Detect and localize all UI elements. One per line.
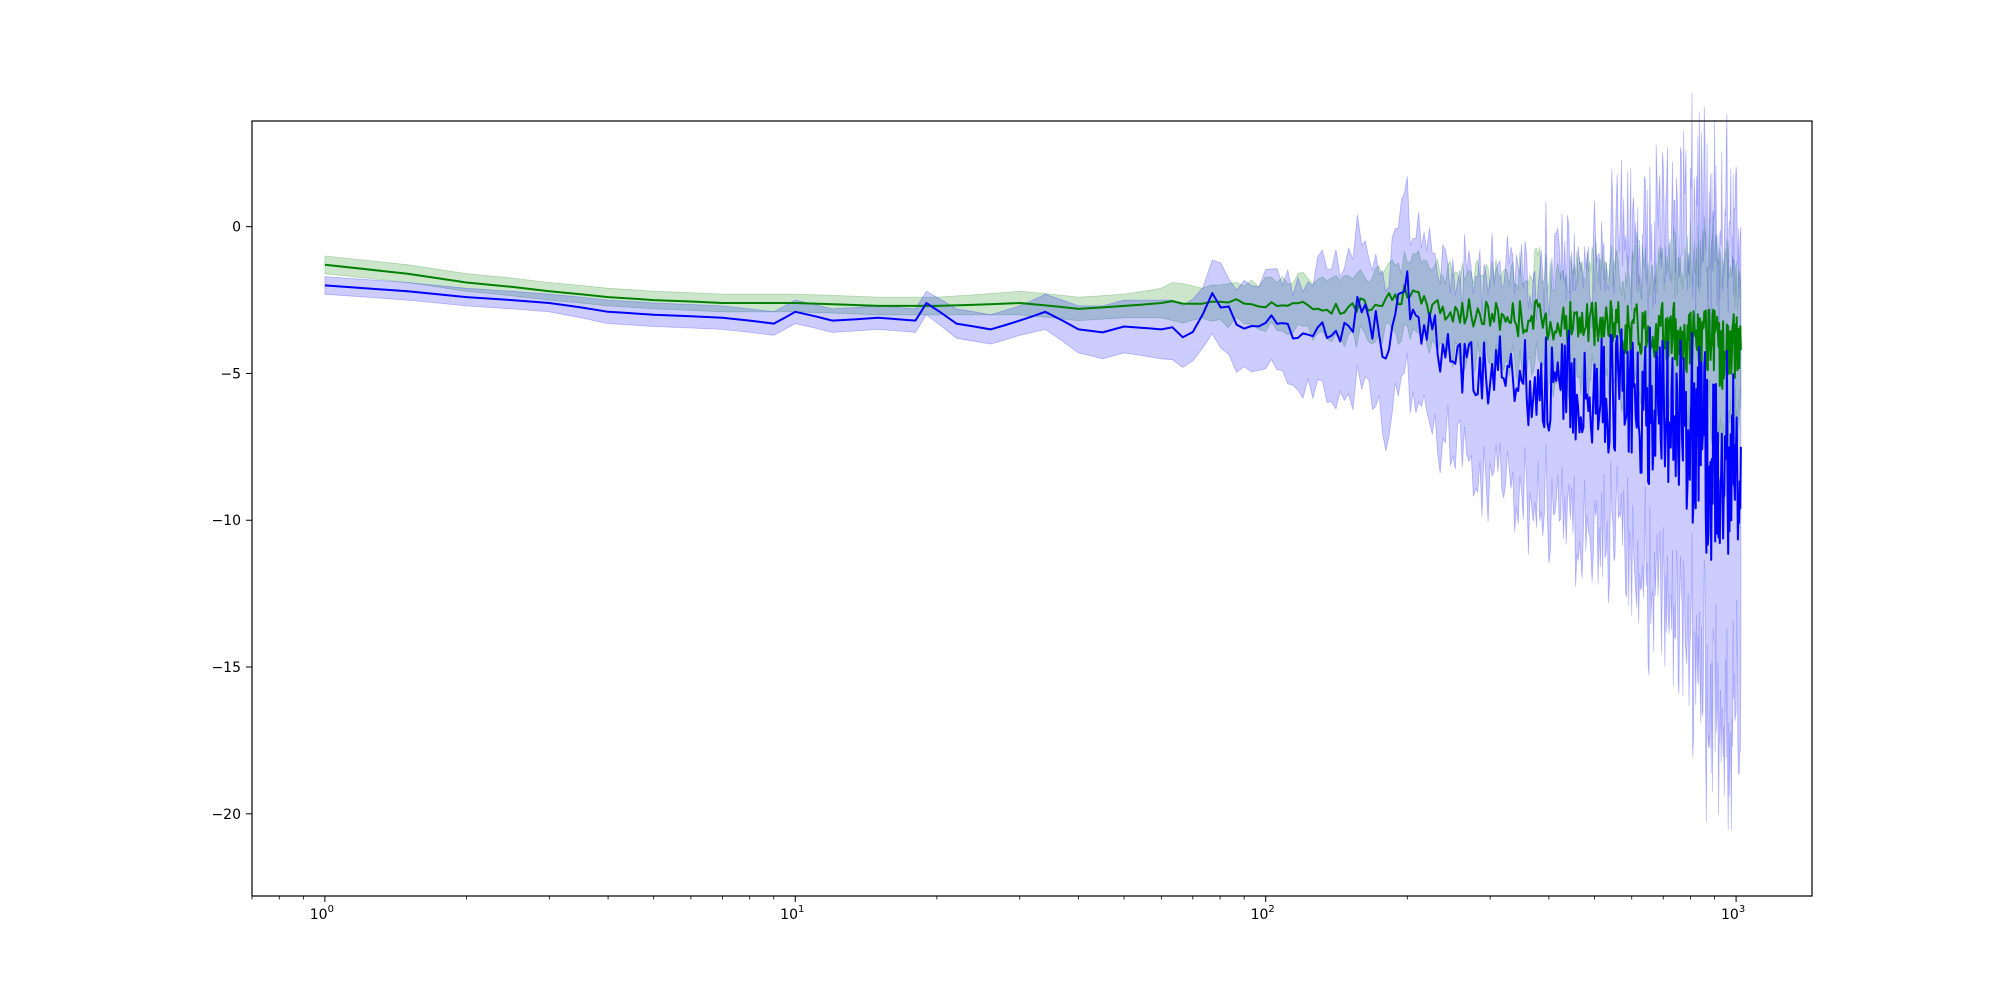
series-lines <box>324 263 1742 561</box>
series-2-band <box>324 92 1742 830</box>
y-tick-label: 0 <box>232 220 241 236</box>
series-2-line <box>324 270 1742 561</box>
y-tick-label: −10 <box>211 513 241 529</box>
y-tick-label: −20 <box>211 807 241 823</box>
x-tick-label: 101 <box>780 904 804 923</box>
y-tick-label: −5 <box>220 366 241 382</box>
x-tick-label: 103 <box>1721 904 1745 923</box>
x-tick-label: 100 <box>310 904 334 923</box>
confidence-bands <box>324 92 1742 830</box>
y-axis: 0 −5 −10 −15 −20 <box>211 220 252 823</box>
plot-area-frame <box>251 120 1813 897</box>
x-axis: 100 101 102 103 <box>251 896 1745 923</box>
y-tick-label: −15 <box>211 660 241 676</box>
x-tick-label: 102 <box>1251 904 1275 923</box>
